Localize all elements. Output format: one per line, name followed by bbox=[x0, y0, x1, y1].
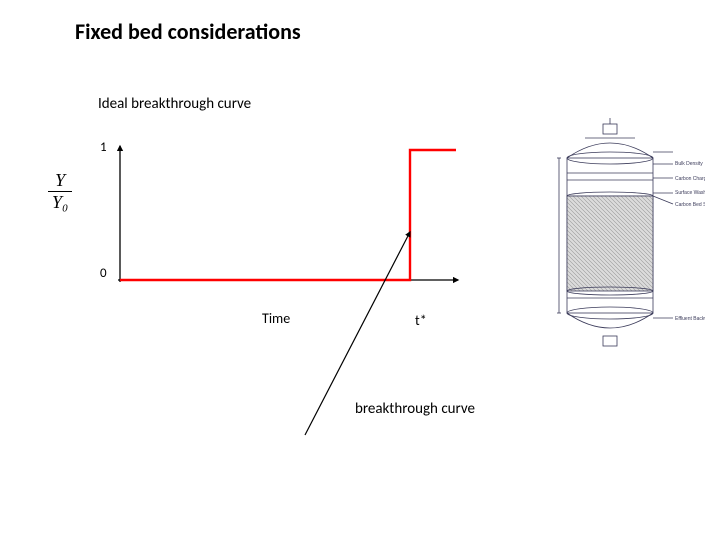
vessel-label-wash: Surface Wash bbox=[675, 190, 705, 196]
vessel-label-surface: Carbon Bed Surface bbox=[675, 202, 705, 208]
vessel-label-charge: Carbon Charge bbox=[675, 176, 705, 182]
vessel-diagram: Bulk Density Carbon Charge Surface Wash … bbox=[555, 118, 705, 368]
vessel-label-effluent: Effluent Backwash bbox=[675, 316, 705, 322]
vessel-label-bulk: Bulk Density bbox=[675, 161, 703, 167]
pointer-line bbox=[305, 232, 410, 435]
slide: Fixed bed considerations Ideal breakthro… bbox=[0, 0, 720, 540]
breakthrough-curve bbox=[120, 150, 456, 280]
